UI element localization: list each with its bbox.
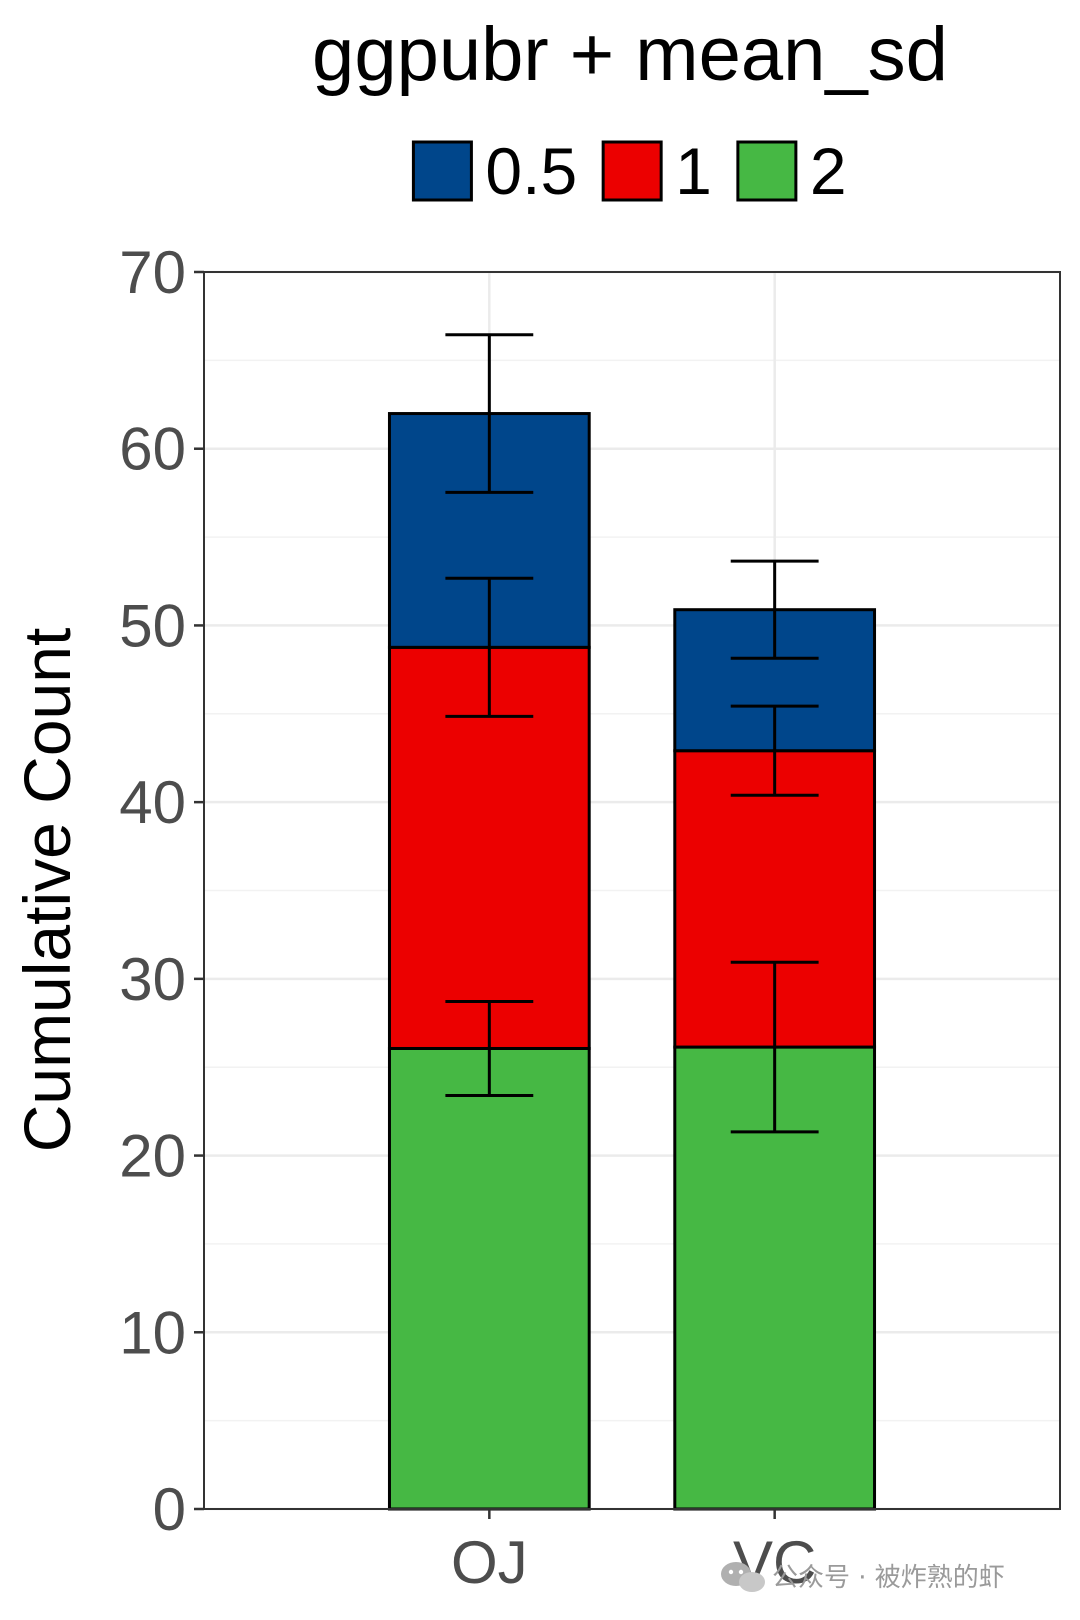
legend-item-1: 1: [601, 134, 712, 208]
y-tick-label: 60: [119, 416, 186, 483]
legend-item-0.5: 0.5: [411, 134, 577, 208]
y-tick-label: 0: [153, 1476, 186, 1543]
legend-label: 2: [810, 134, 847, 208]
wechat-icon: [721, 1562, 765, 1592]
y-tick-label: 50: [119, 592, 186, 659]
watermark-text: 公众号 · 被炸熟的虾: [772, 1563, 1005, 1593]
error-bar-VC-2: [730, 960, 819, 1134]
panel-border: [203, 271, 1061, 1510]
legend-label: 0.5: [485, 134, 577, 208]
y-tick-label: 70: [119, 239, 186, 306]
y-tick-label: 20: [119, 1123, 186, 1190]
error-bar-OJ-0.5: [445, 333, 534, 494]
chart-title: ggpubr + mean_sd: [312, 12, 948, 97]
legend-swatch: [601, 140, 663, 202]
x-tick-label: OJ: [451, 1529, 528, 1596]
legend-item-2: 2: [736, 134, 847, 208]
legend-label: 1: [675, 134, 712, 208]
y-tick-label: 10: [119, 1299, 186, 1366]
error-bar-VC-1: [730, 704, 819, 797]
legend-swatch: [736, 140, 798, 202]
watermark: 公众号 · 被炸熟的虾: [721, 1562, 1005, 1593]
error-bar-VC-0.5: [730, 559, 819, 660]
legend: 0.5 1 2: [411, 134, 847, 208]
y-tick-label: 40: [119, 769, 186, 836]
error-bar-OJ-2: [445, 999, 534, 1097]
bars: [387, 412, 877, 1511]
bar-OJ-2: [387, 1046, 591, 1511]
y-axis-title: Cumulative Count: [10, 628, 84, 1153]
error-bars: [445, 333, 819, 1134]
y-tick-label: 30: [119, 946, 186, 1013]
grid: [204, 270, 1060, 1511]
legend-swatch: [411, 140, 473, 202]
error-bar-OJ-1: [445, 576, 534, 718]
